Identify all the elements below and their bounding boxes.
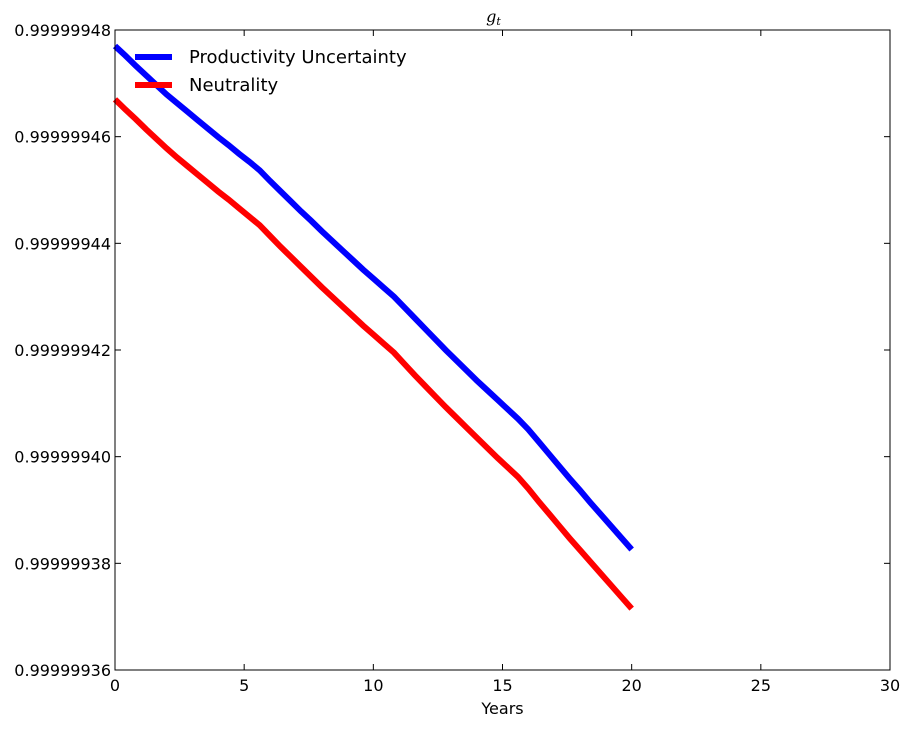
y-tick-label: 0.99999944 [14, 234, 111, 253]
y-tick-label: 0.99999936 [14, 661, 111, 680]
x-tick-label: 5 [239, 676, 249, 695]
y-tick-label: 0.99999948 [14, 21, 111, 40]
legend: Productivity Uncertainty Neutrality [135, 47, 407, 96]
y-tick-label: 0.99999942 [14, 341, 111, 360]
x-axis-title: Years [480, 699, 523, 718]
legend-label-neutrality: Neutrality [189, 75, 278, 96]
tick-layer: 0 5 10 15 20 25 30 0.99999936 0.99999938 0.999999… [14, 21, 900, 695]
y-tick-label: 0.99999938 [14, 554, 111, 573]
x-tick-label: 10 [363, 676, 383, 695]
chart-title: gt [486, 7, 501, 28]
series-layer [112, 43, 634, 611]
x-tick-label: 15 [492, 676, 512, 695]
x-tick-label: 20 [621, 676, 641, 695]
y-tick-label: 0.99999946 [14, 128, 111, 147]
series-line-neutrality [112, 97, 634, 611]
y-tick-label: 0.99999940 [14, 448, 111, 467]
x-tick-label: 25 [751, 676, 771, 695]
x-tick-label: 0 [110, 676, 120, 695]
series-line-productivity-uncertainty [112, 43, 634, 552]
legend-label-productivity-uncertainty: Productivity Uncertainty [189, 47, 407, 68]
chart-title-main: g [486, 7, 496, 26]
chart-title-subscript: t [496, 15, 501, 28]
x-tick-label: 30 [880, 676, 900, 695]
